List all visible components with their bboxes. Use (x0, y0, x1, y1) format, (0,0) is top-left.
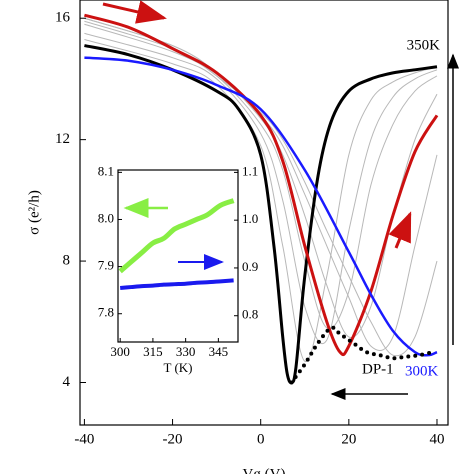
data-line (84, 56, 438, 357)
x-tick-label: 20 (341, 431, 356, 447)
arrow (388, 211, 412, 249)
x-axis-label: T (K) (163, 360, 192, 375)
y-tick-label: 8.1 (98, 163, 114, 178)
annotation: 300K (405, 363, 439, 379)
x-tick-label: 330 (176, 344, 196, 359)
data-line (120, 278, 234, 291)
x-tick-label: 40 (429, 431, 444, 447)
x-axis-label: Vg (V) (243, 466, 286, 474)
y2-tick-label: 0.9 (242, 259, 258, 274)
x-tick-label: 300 (110, 344, 130, 359)
y-tick-label: 8.0 (98, 210, 114, 225)
y-axis-label: σ (e²/h) (26, 190, 42, 235)
y-tick-label: 12 (55, 131, 70, 147)
x-tick-label: -20 (163, 431, 183, 447)
annotation: DP-1 (362, 361, 394, 377)
plot-frame (117, 169, 239, 343)
data-line (289, 325, 435, 385)
y-tick-label: 8 (63, 253, 71, 269)
arrow (102, 0, 167, 24)
x-tick-label: 0 (257, 431, 265, 447)
data-line (84, 32, 438, 344)
y-tick-label: 16 (55, 10, 71, 26)
plot-frame (79, 0, 449, 426)
inset-plot: 300 315 330 345 7.8 7.9 8.0 8.1 0.8 0.9 1.0 1.1 T (K… (98, 163, 259, 375)
y2-tick-label: 1.1 (242, 163, 258, 178)
y2-tick-label: 0.8 (242, 307, 258, 322)
y-tick-label: 4 (63, 374, 71, 390)
annotation: 350K (407, 37, 441, 53)
y2-tick-label: 1.0 (242, 211, 258, 226)
y-tick-label: 7.8 (98, 305, 114, 320)
data-line (118, 198, 235, 274)
x-tick-label: 345 (209, 344, 229, 359)
x-tick-label: -40 (74, 431, 94, 447)
y-tick-label: 7.9 (98, 258, 114, 273)
main-plot: -40 -20 0 20 40 4 8 12 16 Vg (V) σ (e²/h) (26, 0, 449, 474)
x-tick-label: 315 (143, 344, 163, 359)
